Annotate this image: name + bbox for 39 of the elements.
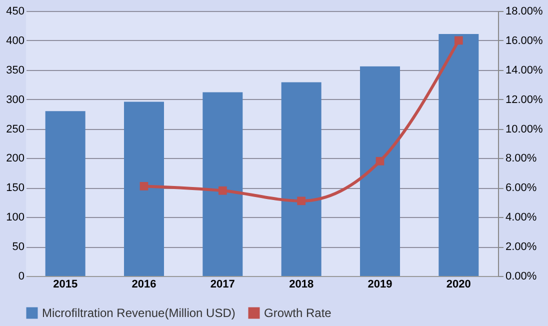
x-tick-label: 2020 [446, 278, 471, 290]
legend-label: Microfiltration Revenue(Million USD) [42, 306, 236, 320]
point [454, 36, 463, 45]
y2-tick-label: 0.00% [506, 270, 537, 282]
y-tick-label: 250 [6, 123, 24, 136]
y-tick-label: 400 [6, 34, 24, 47]
y-tick-label: 200 [6, 152, 24, 165]
point [297, 196, 306, 206]
y2-tick-label: 16.00% [506, 34, 544, 47]
x-tick-label: 2017 [210, 278, 235, 290]
y-tick-label: 450 [6, 6, 24, 18]
y-tick-label: 100 [6, 212, 24, 224]
y2-tick-label: 14.00% [506, 64, 544, 76]
y2-tick-label: 4.00% [506, 212, 537, 224]
y-tick-label: 350 [6, 64, 24, 76]
y-tick-label: 50 [12, 241, 24, 254]
y2-tick-label: 6.00% [506, 182, 537, 194]
y2-tick-label: 8.00% [506, 152, 537, 165]
y-tick-label: 0 [18, 270, 24, 282]
y-tick-label: 150 [6, 182, 24, 194]
y2-tick-label: 10.00% [506, 123, 544, 136]
legend-label: Growth Rate [264, 306, 332, 320]
point [140, 182, 148, 190]
point [218, 186, 227, 195]
x-tick-label: 2018 [289, 278, 314, 290]
x-tick-label: 2019 [368, 278, 392, 290]
bar [360, 66, 400, 276]
bar [202, 92, 243, 276]
y2-tick-label: 12.00% [506, 94, 544, 106]
bar [45, 111, 86, 276]
x-tick-label: 2015 [53, 278, 78, 290]
x-tick-label: 2016 [132, 278, 156, 290]
y-tick-label: 300 [6, 94, 24, 106]
y2-tick-label: 18.00% [506, 6, 544, 18]
bar [281, 82, 322, 276]
y2-tick-label: 2.00% [506, 241, 537, 254]
point [376, 156, 384, 166]
bar [438, 34, 479, 276]
bar [124, 102, 164, 276]
